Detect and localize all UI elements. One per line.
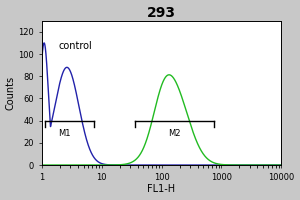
Text: M2: M2 bbox=[168, 129, 181, 138]
Title: 293: 293 bbox=[147, 6, 176, 20]
Y-axis label: Counts: Counts bbox=[6, 76, 16, 110]
Text: control: control bbox=[58, 41, 92, 51]
X-axis label: FL1-H: FL1-H bbox=[148, 184, 176, 194]
Text: M1: M1 bbox=[58, 129, 70, 138]
